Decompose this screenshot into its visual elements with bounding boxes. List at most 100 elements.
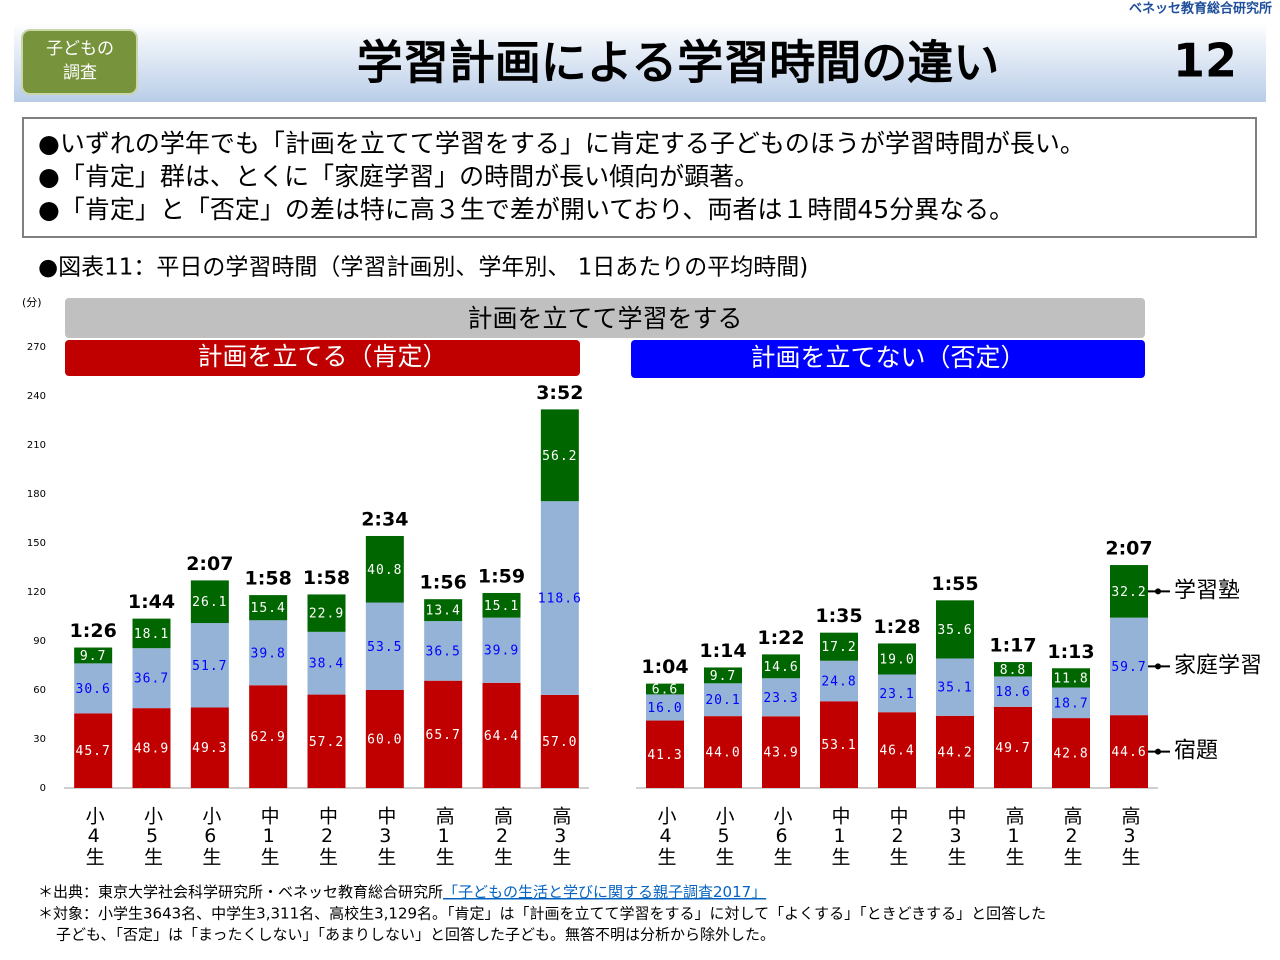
legend-label: 家庭学習 — [1174, 653, 1262, 678]
brand: ベネッセ教育総合研究所 — [1129, 1, 1272, 17]
bar-segment — [132, 708, 171, 788]
value-label: 19.0 — [879, 652, 914, 667]
value-label: 17.2 — [821, 640, 856, 655]
bar-segment — [762, 716, 800, 788]
total-label: 1:44 — [128, 591, 175, 613]
total-label: 1:13 — [1047, 641, 1094, 663]
bar-segment — [704, 716, 742, 788]
value-label: 40.8 — [367, 563, 402, 578]
value-label: 18.1 — [134, 627, 169, 642]
x-tick-label: 小5生 — [141, 806, 163, 866]
x-tick-label: 中3生 — [945, 806, 967, 866]
x-tick-label: 高1生 — [1003, 806, 1025, 866]
value-label: 49.3 — [192, 741, 227, 756]
y-tick-label: 30 — [33, 734, 46, 745]
bar-segment — [307, 694, 346, 788]
x-tick-label: 高3生 — [549, 806, 571, 866]
x-tick-label: 小6生 — [771, 806, 793, 866]
value-label: 44.0 — [705, 746, 740, 761]
bar-segment — [482, 617, 521, 683]
x-tick-label: 小4生 — [83, 806, 105, 866]
bar-segment — [704, 667, 742, 684]
bar-segment — [132, 618, 171, 649]
bar-segment — [994, 706, 1032, 788]
bar-segment — [190, 580, 229, 624]
bar-segment — [646, 694, 684, 721]
y-tick-label: 0 — [40, 783, 46, 794]
value-label: 48.9 — [134, 742, 169, 757]
bar-segment — [762, 678, 800, 717]
legend-dot — [1155, 748, 1161, 755]
value-label: 35.1 — [937, 681, 972, 696]
chart-title-box — [65, 340, 580, 376]
bar-segment — [878, 674, 916, 713]
legend-label: 学習塾 — [1174, 578, 1240, 603]
x-tick-label: 中1生 — [258, 806, 280, 866]
x-tick-label: 高2生 — [491, 806, 513, 866]
y-tick-label: 150 — [27, 538, 46, 549]
bar-segment — [762, 654, 800, 679]
total-label: 1:58 — [303, 567, 350, 589]
bar-segment — [820, 660, 858, 702]
value-label: 49.7 — [995, 741, 1030, 756]
value-label: 53.5 — [367, 640, 402, 655]
value-label: 8.8 — [1000, 663, 1026, 678]
badge — [21, 29, 138, 95]
value-label: 22.9 — [309, 607, 344, 622]
value-label: 30.6 — [76, 682, 111, 697]
total-label: 2:07 — [1105, 538, 1152, 560]
total-label: 2:07 — [186, 553, 233, 575]
bar-segment — [74, 713, 113, 788]
chart-title: 計画を立てる（肯定） — [197, 342, 447, 371]
value-label: 60.0 — [367, 733, 402, 748]
bar-segment — [704, 683, 742, 717]
total-label: 1:26 — [70, 620, 117, 642]
footnote: ＊対象：小学生3643名、中学生3,311名、高校生3,129名。「肯定」は「計… — [38, 905, 1046, 923]
footnote-link[interactable]: 「子どもの生活と学びに関する親子調査2017」 — [443, 883, 766, 901]
bar-segment — [994, 676, 1032, 707]
value-label: 59.7 — [1111, 660, 1146, 675]
bar-segment — [365, 535, 404, 603]
total-label: 1:55 — [931, 573, 978, 595]
bar-segment — [820, 632, 858, 661]
value-label: 56.2 — [542, 449, 577, 464]
value-label: 14.6 — [763, 660, 798, 675]
value-label: 32.2 — [1111, 585, 1146, 600]
x-tick-label: 高3生 — [1119, 806, 1141, 866]
legend-dot — [1155, 588, 1161, 595]
chart-title-box — [631, 340, 1145, 378]
total-label: 1:04 — [641, 656, 688, 678]
bar-segment — [820, 701, 858, 788]
bar-segment — [482, 592, 521, 618]
value-label: 18.7 — [1053, 696, 1088, 711]
bar-segment — [1052, 687, 1090, 719]
value-label: 20.1 — [705, 693, 740, 708]
bar-segment — [424, 599, 463, 622]
footnote: ＊出典：東京大学社会科学研究所・ベネッセ教育総合研究所「子どもの生活と学びに関す… — [38, 883, 766, 901]
bar-segment — [249, 685, 288, 788]
slide-title: 学習計画による学習時間の違い — [357, 36, 1000, 90]
bar-segment — [190, 623, 229, 708]
value-label: 57.2 — [309, 735, 344, 750]
chart-title: 計画を立てない（否定） — [750, 343, 1025, 372]
value-label: 23.3 — [763, 691, 798, 706]
value-label: 9.7 — [80, 649, 106, 664]
value-label: 39.8 — [251, 646, 286, 661]
total-label: 1:35 — [815, 605, 862, 627]
group-header: 計画を立てて学習をする — [467, 304, 742, 333]
bullet: ●「肯定」群は、とくに「家庭学習」の時間が長い傾向が顕著。 — [38, 162, 759, 191]
value-label: 24.8 — [821, 675, 856, 690]
bar-segment — [878, 643, 916, 675]
bar-segment — [936, 658, 974, 716]
bar-segment — [249, 620, 288, 686]
bar-segment — [424, 680, 463, 788]
footnote: 子ども、「否定」は「まったくしない」「あまりしない」と回答した子ども。無答不明は… — [56, 926, 775, 944]
total-label: 1:59 — [478, 565, 525, 587]
bar-segment — [540, 694, 579, 788]
bar-segment — [365, 602, 404, 690]
bar-segment — [424, 621, 463, 681]
bar-segment — [646, 683, 684, 695]
bar-segment — [1110, 617, 1148, 716]
group-header-box — [65, 298, 1145, 338]
